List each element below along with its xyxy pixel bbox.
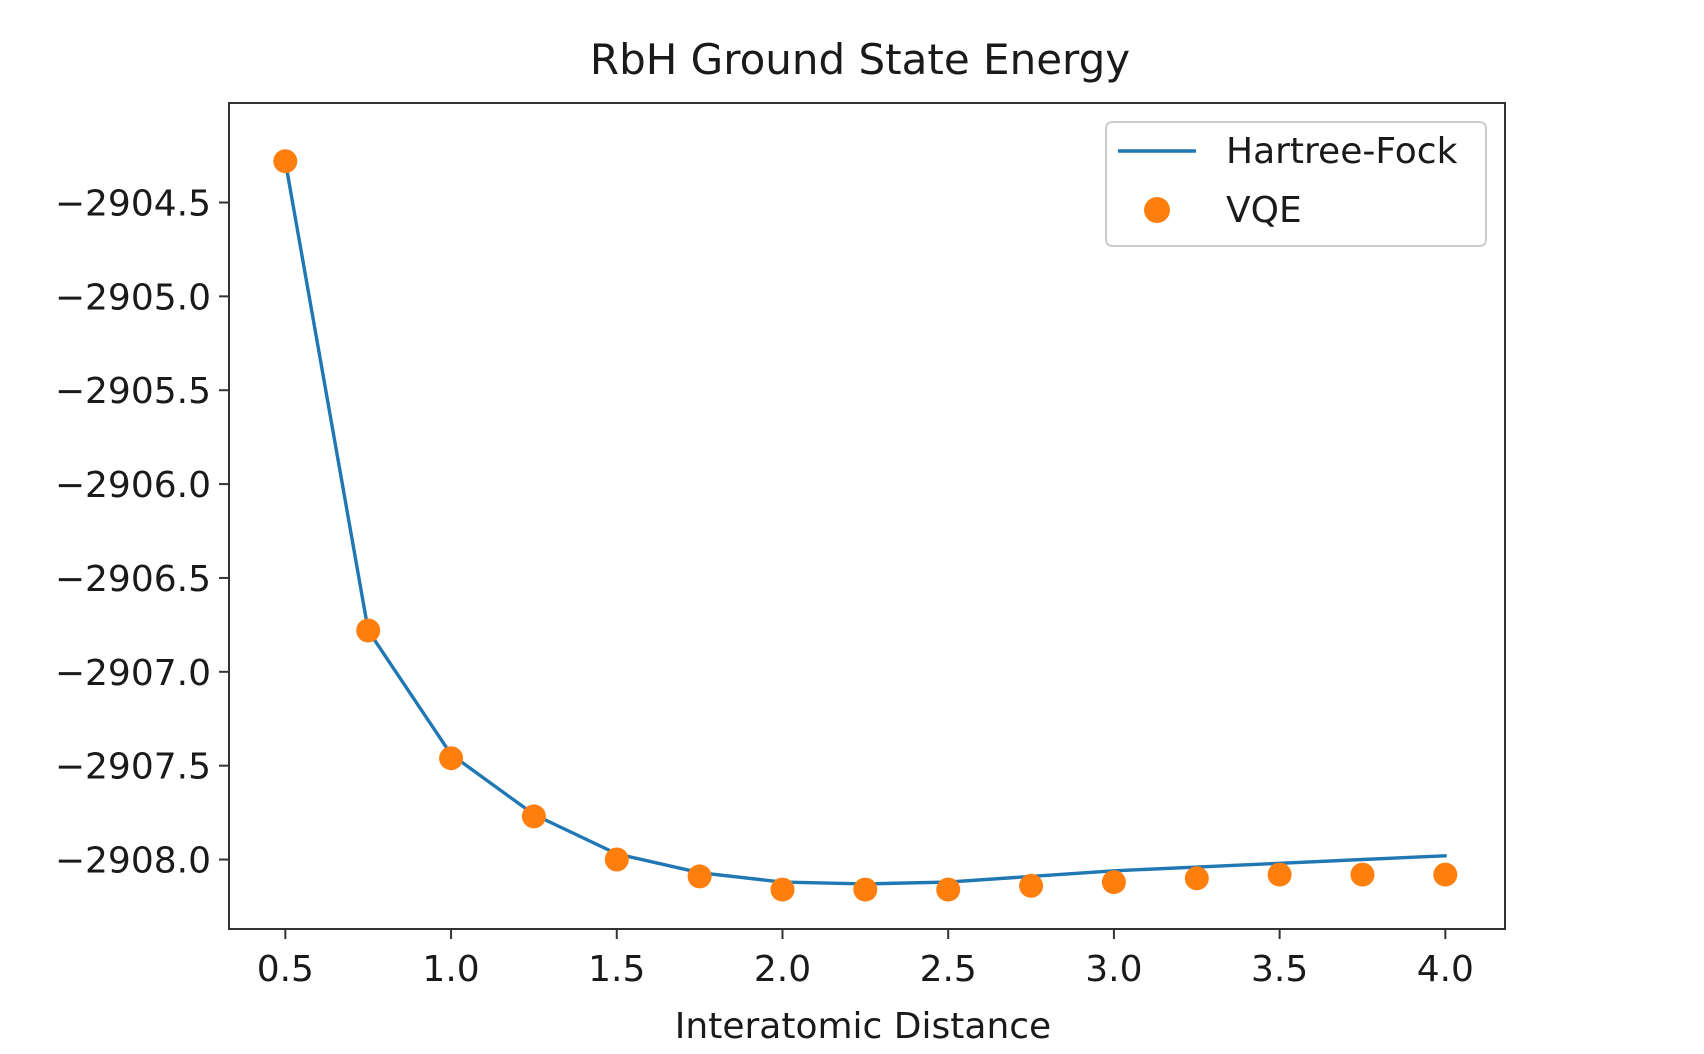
vqe-point <box>1019 873 1044 898</box>
vqe-point <box>687 864 712 889</box>
x-tick-label: 3.5 <box>1251 949 1308 990</box>
vqe-point <box>1267 862 1292 887</box>
plot-frame <box>228 102 1506 930</box>
vqe-point <box>521 804 546 829</box>
y-axis-ticks: −2904.5 −2905.0 −2905.5 −2906.0 −2906.5 −2907… <box>55 183 229 882</box>
x-tick-label: 2.0 <box>754 949 811 990</box>
vqe-point <box>770 877 795 902</box>
x-tick-label: 3.0 <box>1085 949 1142 990</box>
vqe-point <box>1184 866 1209 891</box>
x-axis-label: Interatomic Distance <box>675 1006 1051 1047</box>
x-tick-label: 1.5 <box>588 949 645 990</box>
legend-label-hartree-fock: Hartree-Fock <box>1226 131 1458 172</box>
plot-area-group <box>273 149 1458 902</box>
legend-box <box>1105 121 1487 247</box>
legend: Hartree-Fock VQE <box>1105 121 1487 247</box>
chart-title: RbH Ground State Energy <box>590 35 1130 84</box>
vqe-point <box>1433 862 1458 887</box>
vqe-point <box>1101 870 1126 895</box>
vqe-point <box>439 746 464 771</box>
series-points-vqe <box>273 149 1458 902</box>
legend-label-vqe: VQE <box>1226 190 1302 231</box>
vqe-point <box>604 847 629 872</box>
x-tick-label: 4.0 <box>1417 949 1474 990</box>
y-tick-label: −2904.5 <box>55 183 211 224</box>
y-tick-label: −2906.5 <box>55 559 211 600</box>
vqe-point <box>936 877 961 902</box>
y-tick-label: −2906.0 <box>55 465 211 506</box>
vqe-point <box>853 877 878 902</box>
x-tick-label: 0.5 <box>257 949 314 990</box>
y-tick-label: −2908.0 <box>55 841 211 882</box>
vqe-point <box>273 149 298 174</box>
x-axis-ticks: 0.5 1.0 1.5 2.0 2.5 3.0 3.5 4.0 <box>257 929 1474 990</box>
y-tick-label: −2907.5 <box>55 747 211 788</box>
legend-swatch-vqe <box>1144 197 1170 223</box>
vqe-point <box>356 618 381 643</box>
y-tick-label: −2905.5 <box>55 371 211 412</box>
y-tick-label: −2905.0 <box>55 277 211 318</box>
y-tick-label: −2907.0 <box>55 653 211 694</box>
vqe-point <box>1350 862 1375 887</box>
x-tick-label: 1.0 <box>422 949 479 990</box>
x-tick-label: 2.5 <box>920 949 977 990</box>
